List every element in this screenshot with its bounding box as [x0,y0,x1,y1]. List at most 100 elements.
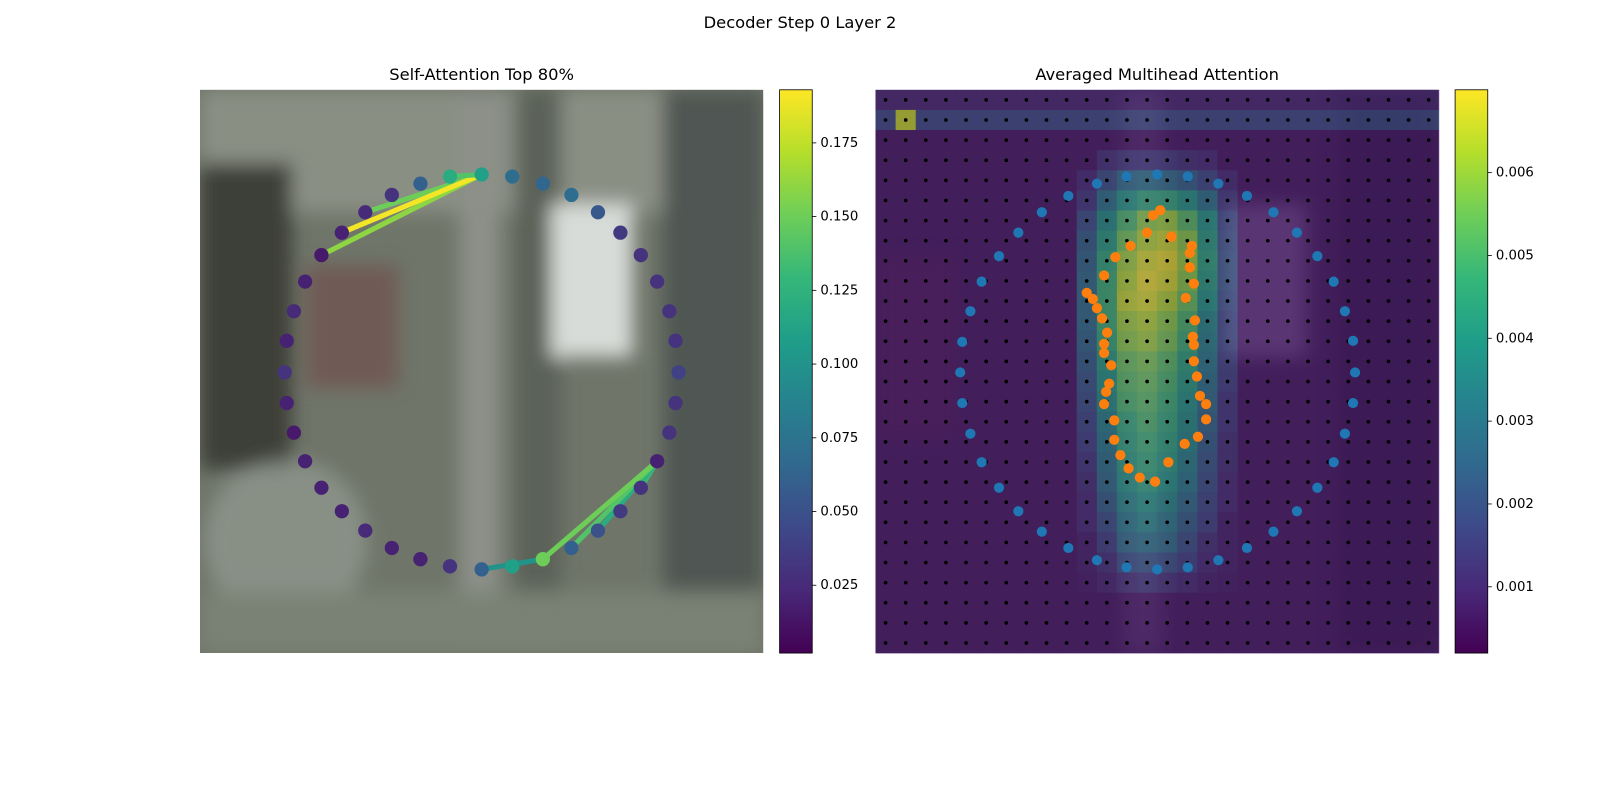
grid-dot [984,198,988,203]
grid-dot [1185,480,1190,484]
grid-dot [1386,138,1391,142]
grid-dot [1366,621,1371,625]
grid-dot [964,319,968,323]
grid-dot [1406,359,1411,364]
grid-dot [883,158,888,163]
grid-dot [1044,279,1049,283]
grid-dot [944,641,948,645]
grid-dot [1185,359,1190,364]
colorbar-tick-label: 0.003 [1496,414,1534,429]
grid-dot [1024,359,1029,364]
grid-dot [1165,279,1170,283]
query-point [358,523,373,538]
grid-dot [1306,279,1310,283]
grid-dot [903,279,908,283]
grid-dot [1306,621,1310,625]
grid-dot [1225,580,1230,585]
grid-dot [944,359,948,364]
grid-dot [1064,339,1069,344]
sample-point [1268,526,1279,537]
sample-point [957,336,968,347]
grid-dot [1366,399,1371,404]
grid-dot [984,419,988,424]
grid-dot [1024,258,1029,263]
grid-dot [1205,299,1210,303]
grid-dot [1346,158,1351,163]
sample-point [1328,457,1339,468]
grid-dot [1225,359,1230,364]
grid-dot [903,319,908,323]
grid-dot [964,440,968,444]
grid-dot [1326,480,1330,484]
grid-dot [1346,580,1351,585]
query-point [413,176,428,191]
grid-dot [923,279,928,283]
grid-dot [1044,600,1049,605]
grid-dot [1366,460,1371,464]
grid-dot [1366,198,1371,203]
grid-dot [1286,440,1290,444]
grid-dot [1426,580,1431,585]
grid-dot [1105,440,1109,444]
grid-dot [1205,98,1210,102]
query-point [613,225,628,240]
query-point [334,225,349,240]
grid-dot [1145,580,1149,585]
sample-point [1339,306,1350,317]
grid-dot [1346,218,1351,223]
grid-dot [1346,641,1351,645]
grid-dot [1024,279,1029,283]
grid-dot [1064,379,1069,384]
grid-dot [1366,138,1371,142]
grid-dot [1386,178,1391,183]
sample-point [957,397,968,409]
grid-dot [1225,319,1230,323]
sample-point [1141,227,1153,238]
grid-dot [984,218,988,223]
query-point [671,365,686,380]
attention-line [339,171,485,236]
grid-dot [1165,419,1170,424]
grid-dot [1326,500,1330,505]
grid-dot [1225,118,1230,122]
grid-dot [1084,600,1089,605]
sample-point [1134,472,1145,483]
query-point [564,540,579,556]
grid-dot [883,580,888,585]
grid-dot [1366,339,1371,344]
grid-dot [1406,339,1411,344]
grid-dot [964,460,968,464]
grid-dot [1084,198,1089,203]
grid-dot [1084,500,1089,505]
grid-dot [1165,540,1170,545]
colorbar-tick-label: 0.150 [820,210,858,225]
grid-dot [1386,359,1391,364]
grid-dot [1265,359,1270,364]
grid-dot [903,399,908,404]
sample-point [1268,207,1279,218]
sample-point [1063,190,1074,202]
grid-dot [1306,158,1310,163]
sample-point [1241,542,1253,554]
grid-dot [1286,258,1290,263]
grid-dot [1366,560,1371,565]
grid-dot [964,279,968,283]
grid-dot [1326,419,1330,424]
grid-dot [1024,500,1029,505]
grid-dot [1426,198,1431,203]
grid-dot [1346,319,1351,323]
grid-dot [1366,600,1371,605]
grid-dot [1306,198,1310,203]
grid-dot [1245,279,1250,283]
grid-dot [903,500,908,505]
grid-dot [1366,520,1371,525]
grid-dot [1426,460,1431,464]
sample-point [1347,335,1359,346]
colorbar-tick-label: 0.025 [820,578,858,593]
grid-dot [1286,560,1290,565]
grid-dot [1386,319,1391,323]
grid-dot [1306,440,1310,444]
grid-dot [1386,399,1391,404]
grid-dot [1084,641,1089,645]
query-point [384,187,399,203]
